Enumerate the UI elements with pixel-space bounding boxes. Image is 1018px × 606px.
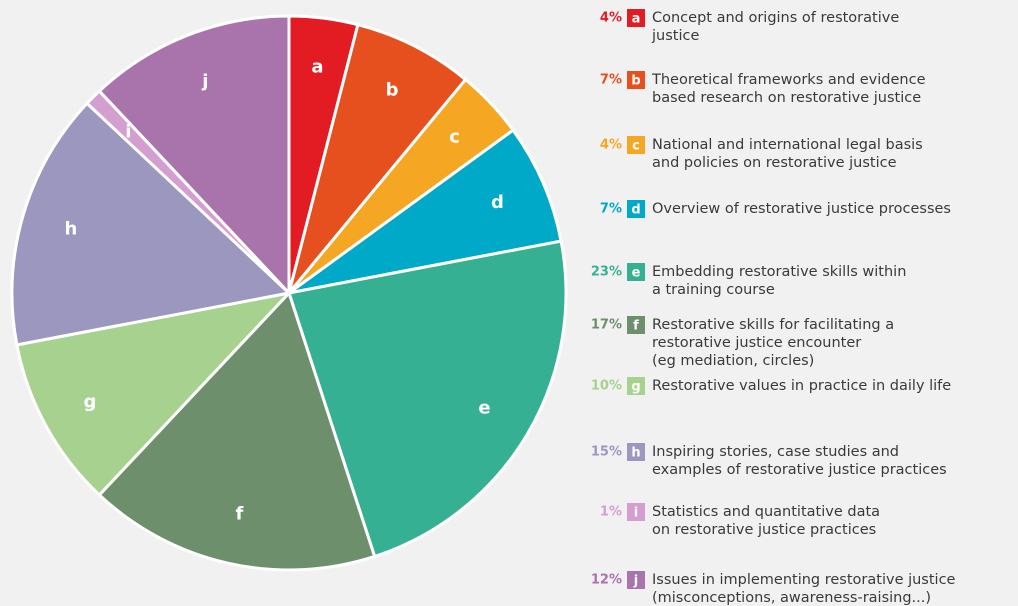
pie-slice [97,14,291,297]
legend-text: on restorative justice practices [652,522,876,538]
legend-badge [627,503,645,521]
legend-text: Overview of restorative justice processe… [652,201,951,217]
slice-label: j [201,71,208,92]
legend-badge [627,200,645,218]
pie-slice [287,239,568,559]
legend-text: Issues in implementing restorative justi… [652,572,956,588]
slice-label: h [64,219,77,240]
pie-slice [97,290,377,572]
legend-percent: 12% [591,573,622,588]
legend-badge [627,316,645,334]
legend-letter: f [633,319,639,334]
legend-letter: c [632,139,640,154]
legend-badge [627,263,645,281]
legend-badge [627,71,645,89]
legend-text: Theoretical frameworks and evidence [651,72,926,88]
legend-text: a training course [652,282,775,298]
slice-label: a [311,57,323,78]
legend-badge [627,136,645,154]
legend-text: Embedding restorative skills within [652,264,906,280]
legend-percent: 17% [591,318,622,333]
legend-letter: i [634,506,638,521]
legend-letter: h [631,446,640,461]
slice-label: c [449,127,460,148]
legend-percent: 1% [600,505,622,520]
legend-text: National and international legal basis [652,137,923,153]
legend-text: and policies on restorative justice [652,155,897,171]
legend-text: Restorative values in practice in daily … [652,378,951,394]
legend-percent: 4% [600,11,622,26]
pie-slice [287,22,468,294]
legend-text: justice [651,28,699,44]
legend-text: examples of restorative justice practice… [652,462,947,478]
legend-badge [627,443,645,461]
legend-badge [627,9,645,27]
legend-letter: b [631,74,640,89]
slice-label: b [386,80,399,101]
legend-text: Concept and origins of restorative [652,10,899,26]
legend-letter: g [631,380,640,395]
legend-letter: j [633,574,638,589]
slice-label: i [125,121,131,142]
legend-letter: d [631,203,640,218]
legend-badge [627,571,645,589]
pie-slice [15,290,294,498]
legend-text: Inspiring stories, case studies and [652,444,899,460]
legend-percent: 10% [591,379,622,394]
legend-percent: 4% [600,138,622,153]
legend-text: restorative justice encounter [652,335,861,351]
legend-percent: 7% [600,202,622,217]
legend-text: based research on restorative justice [652,90,921,106]
legend-text: Restorative skills for facilitating a [652,317,894,333]
slice-label: e [478,398,490,419]
legend-letter: a [632,12,641,27]
pie-slice [288,128,563,295]
slice-label: f [236,504,244,525]
legend-text: (eg mediation, circles) [652,353,814,369]
legend-badge [627,377,645,395]
legend-letter: e [632,266,641,281]
legend-text: (misconceptions, awareness-raising...) [652,590,931,606]
slice-label: g [84,391,97,412]
pie-slice [10,101,293,347]
legend-percent: 7% [600,73,622,88]
legend-text: Statistics and quantitative data [652,504,880,520]
legend-percent: 15% [591,445,622,460]
legend-percent: 23% [591,265,622,280]
slice-label: d [491,192,504,213]
